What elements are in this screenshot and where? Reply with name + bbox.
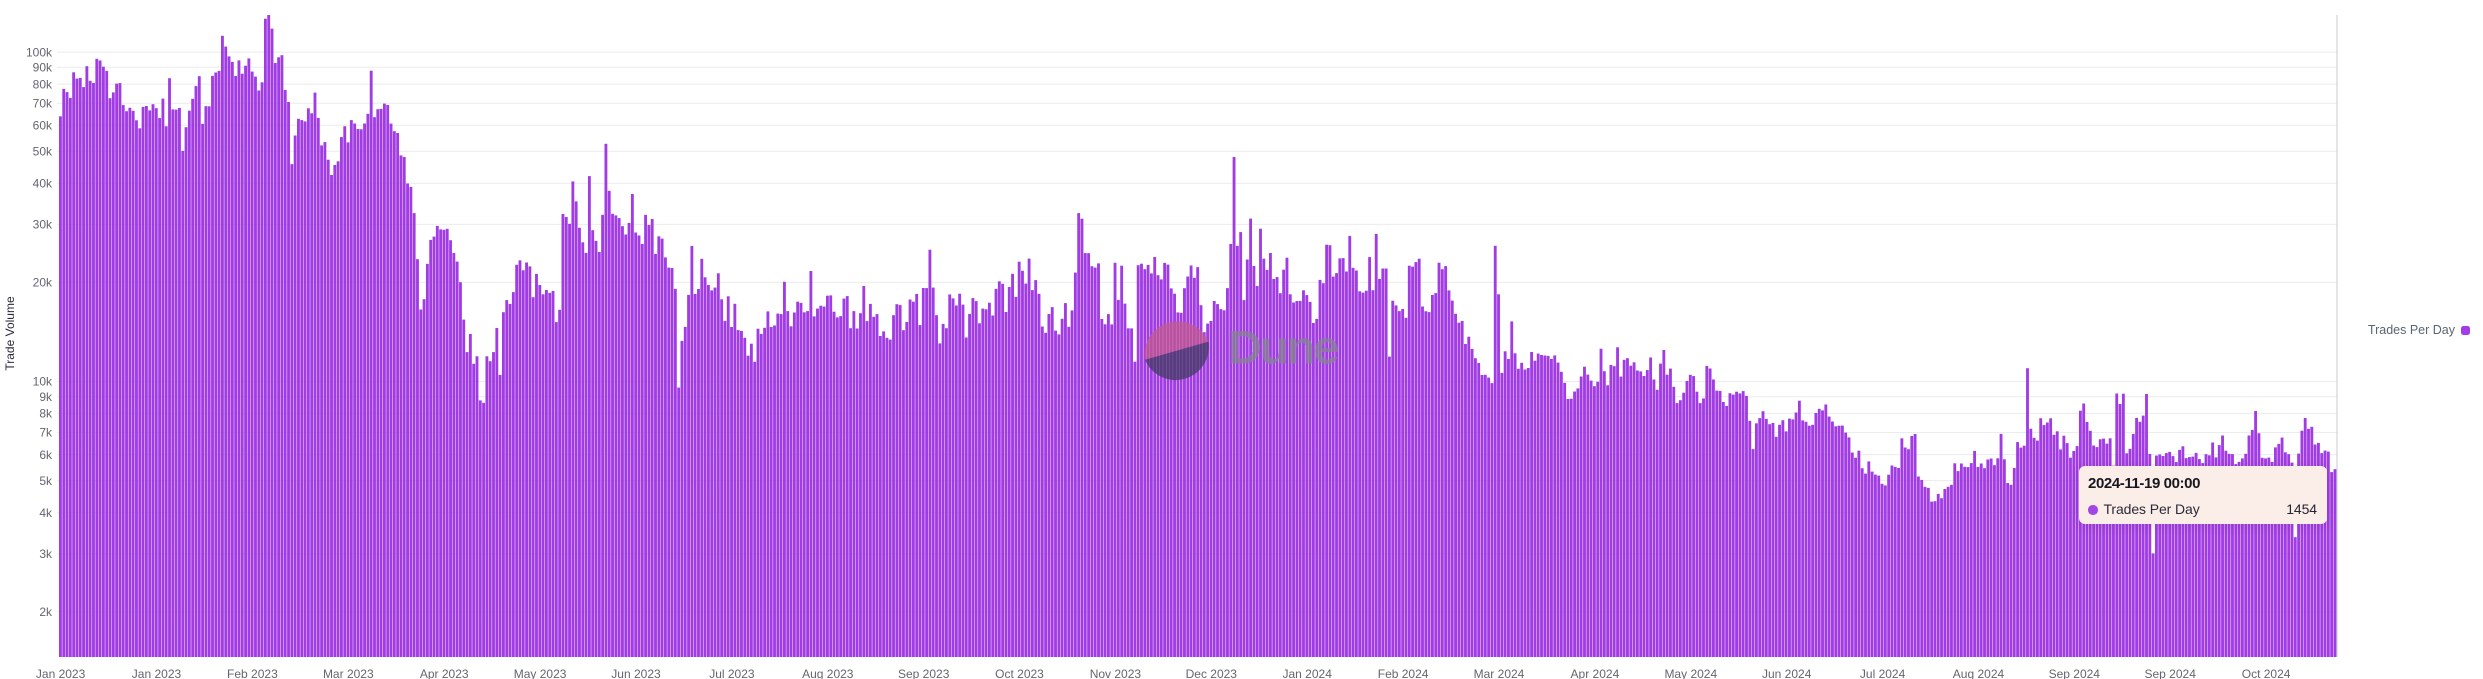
svg-text:8k: 8k [39,407,53,421]
svg-text:Mar 2023: Mar 2023 [323,667,374,679]
svg-text:30k: 30k [33,218,53,232]
svg-text:60k: 60k [33,118,53,132]
svg-text:Jan 2023: Jan 2023 [132,667,182,679]
svg-text:80k: 80k [33,77,53,91]
svg-text:3k: 3k [39,547,53,561]
svg-text:9k: 9k [39,390,53,404]
svg-text:Apr 2024: Apr 2024 [1571,667,1620,679]
svg-text:Trade Volume: Trade Volume [3,296,17,371]
svg-text:40k: 40k [33,176,53,190]
svg-text:20k: 20k [33,276,53,290]
svg-text:10k: 10k [33,375,53,389]
svg-text:50k: 50k [33,145,53,159]
svg-text:Jul 2024: Jul 2024 [1860,667,1906,679]
svg-text:Aug 2023: Aug 2023 [802,667,854,679]
svg-text:Oct 2024: Oct 2024 [2242,667,2291,679]
svg-text:4k: 4k [39,506,53,520]
svg-text:Jun 2024: Jun 2024 [1762,667,1812,679]
svg-text:Sep 2023: Sep 2023 [898,667,950,679]
svg-text:90k: 90k [33,60,53,74]
svg-text:Sep 2024: Sep 2024 [2145,667,2197,679]
svg-text:2k: 2k [39,605,53,619]
svg-text:Dune: Dune [1228,321,1338,374]
svg-text:Nov 2023: Nov 2023 [1090,667,1142,679]
svg-text:Jan 2024: Jan 2024 [1283,667,1333,679]
svg-text:Feb 2024: Feb 2024 [1378,667,1429,679]
svg-text:Sep 2024: Sep 2024 [2049,667,2101,679]
svg-text:Jan 2023: Jan 2023 [36,667,86,679]
svg-text:70k: 70k [33,96,53,110]
svg-text:Oct 2023: Oct 2023 [995,667,1044,679]
svg-text:Mar 2024: Mar 2024 [1474,667,1525,679]
svg-text:100k: 100k [26,45,53,59]
svg-text:7k: 7k [39,426,53,440]
svg-text:May 2023: May 2023 [514,667,567,679]
svg-text:Aug 2024: Aug 2024 [1953,667,2005,679]
svg-text:Jul 2023: Jul 2023 [709,667,755,679]
svg-text:5k: 5k [39,474,53,488]
svg-text:6k: 6k [39,448,53,462]
svg-text:Feb 2023: Feb 2023 [227,667,278,679]
svg-text:Apr 2023: Apr 2023 [420,667,469,679]
svg-text:Dec 2023: Dec 2023 [1186,667,1238,679]
svg-text:May 2024: May 2024 [1664,667,1717,679]
svg-text:Jun 2023: Jun 2023 [611,667,661,679]
